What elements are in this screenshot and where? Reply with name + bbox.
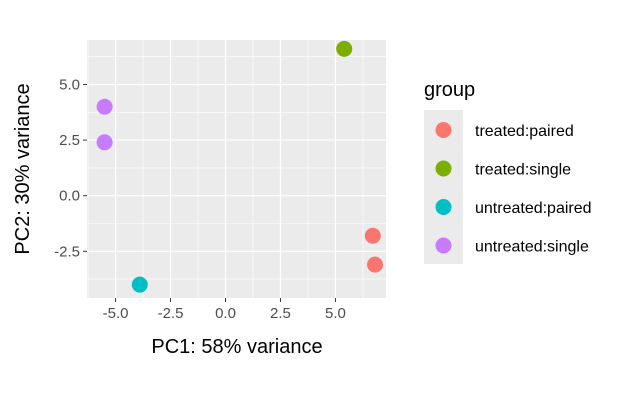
x-tick-label: -5.0 [103,305,129,322]
x-axis-ticks: -5.0 -2.5 0.0 2.5 5.0 [103,298,346,322]
y-tick-label: 5.0 [59,76,80,93]
legend-label: untreated:paired [475,200,592,217]
legend-label: untreated:single [475,239,589,256]
y-tick-label: 0.0 [59,188,80,205]
data-point [336,40,353,57]
x-axis-title: PC1: 58% variance [151,336,322,358]
y-axis-title: PC2: 30% variance [12,83,34,254]
y-tick-label: -2.5 [54,243,80,260]
x-tick-label: 2.5 [270,305,291,322]
legend-title: group [424,79,475,101]
data-points [96,40,384,293]
legend-label: treated:single [475,162,571,179]
data-point [364,227,381,244]
data-point [96,98,113,115]
legend-key [435,237,452,254]
x-tick-label: 5.0 [325,305,346,322]
x-tick-label: -2.5 [158,305,184,322]
legend-key [435,199,452,215]
panel-background [87,40,386,298]
data-point [131,276,148,293]
major-gridlines [87,40,386,298]
legend-key [435,122,452,138]
legend-key [435,160,452,177]
data-point [367,256,384,273]
data-point [96,134,113,151]
y-tick-label: 2.5 [59,132,80,149]
y-axis-ticks: -2.5 0.0 2.5 5.0 [54,76,87,260]
legend-label: treated:paired [475,123,574,140]
x-tick-label: 0.0 [215,305,236,322]
legend: group treated:paired treated:single untrea… [424,79,592,264]
